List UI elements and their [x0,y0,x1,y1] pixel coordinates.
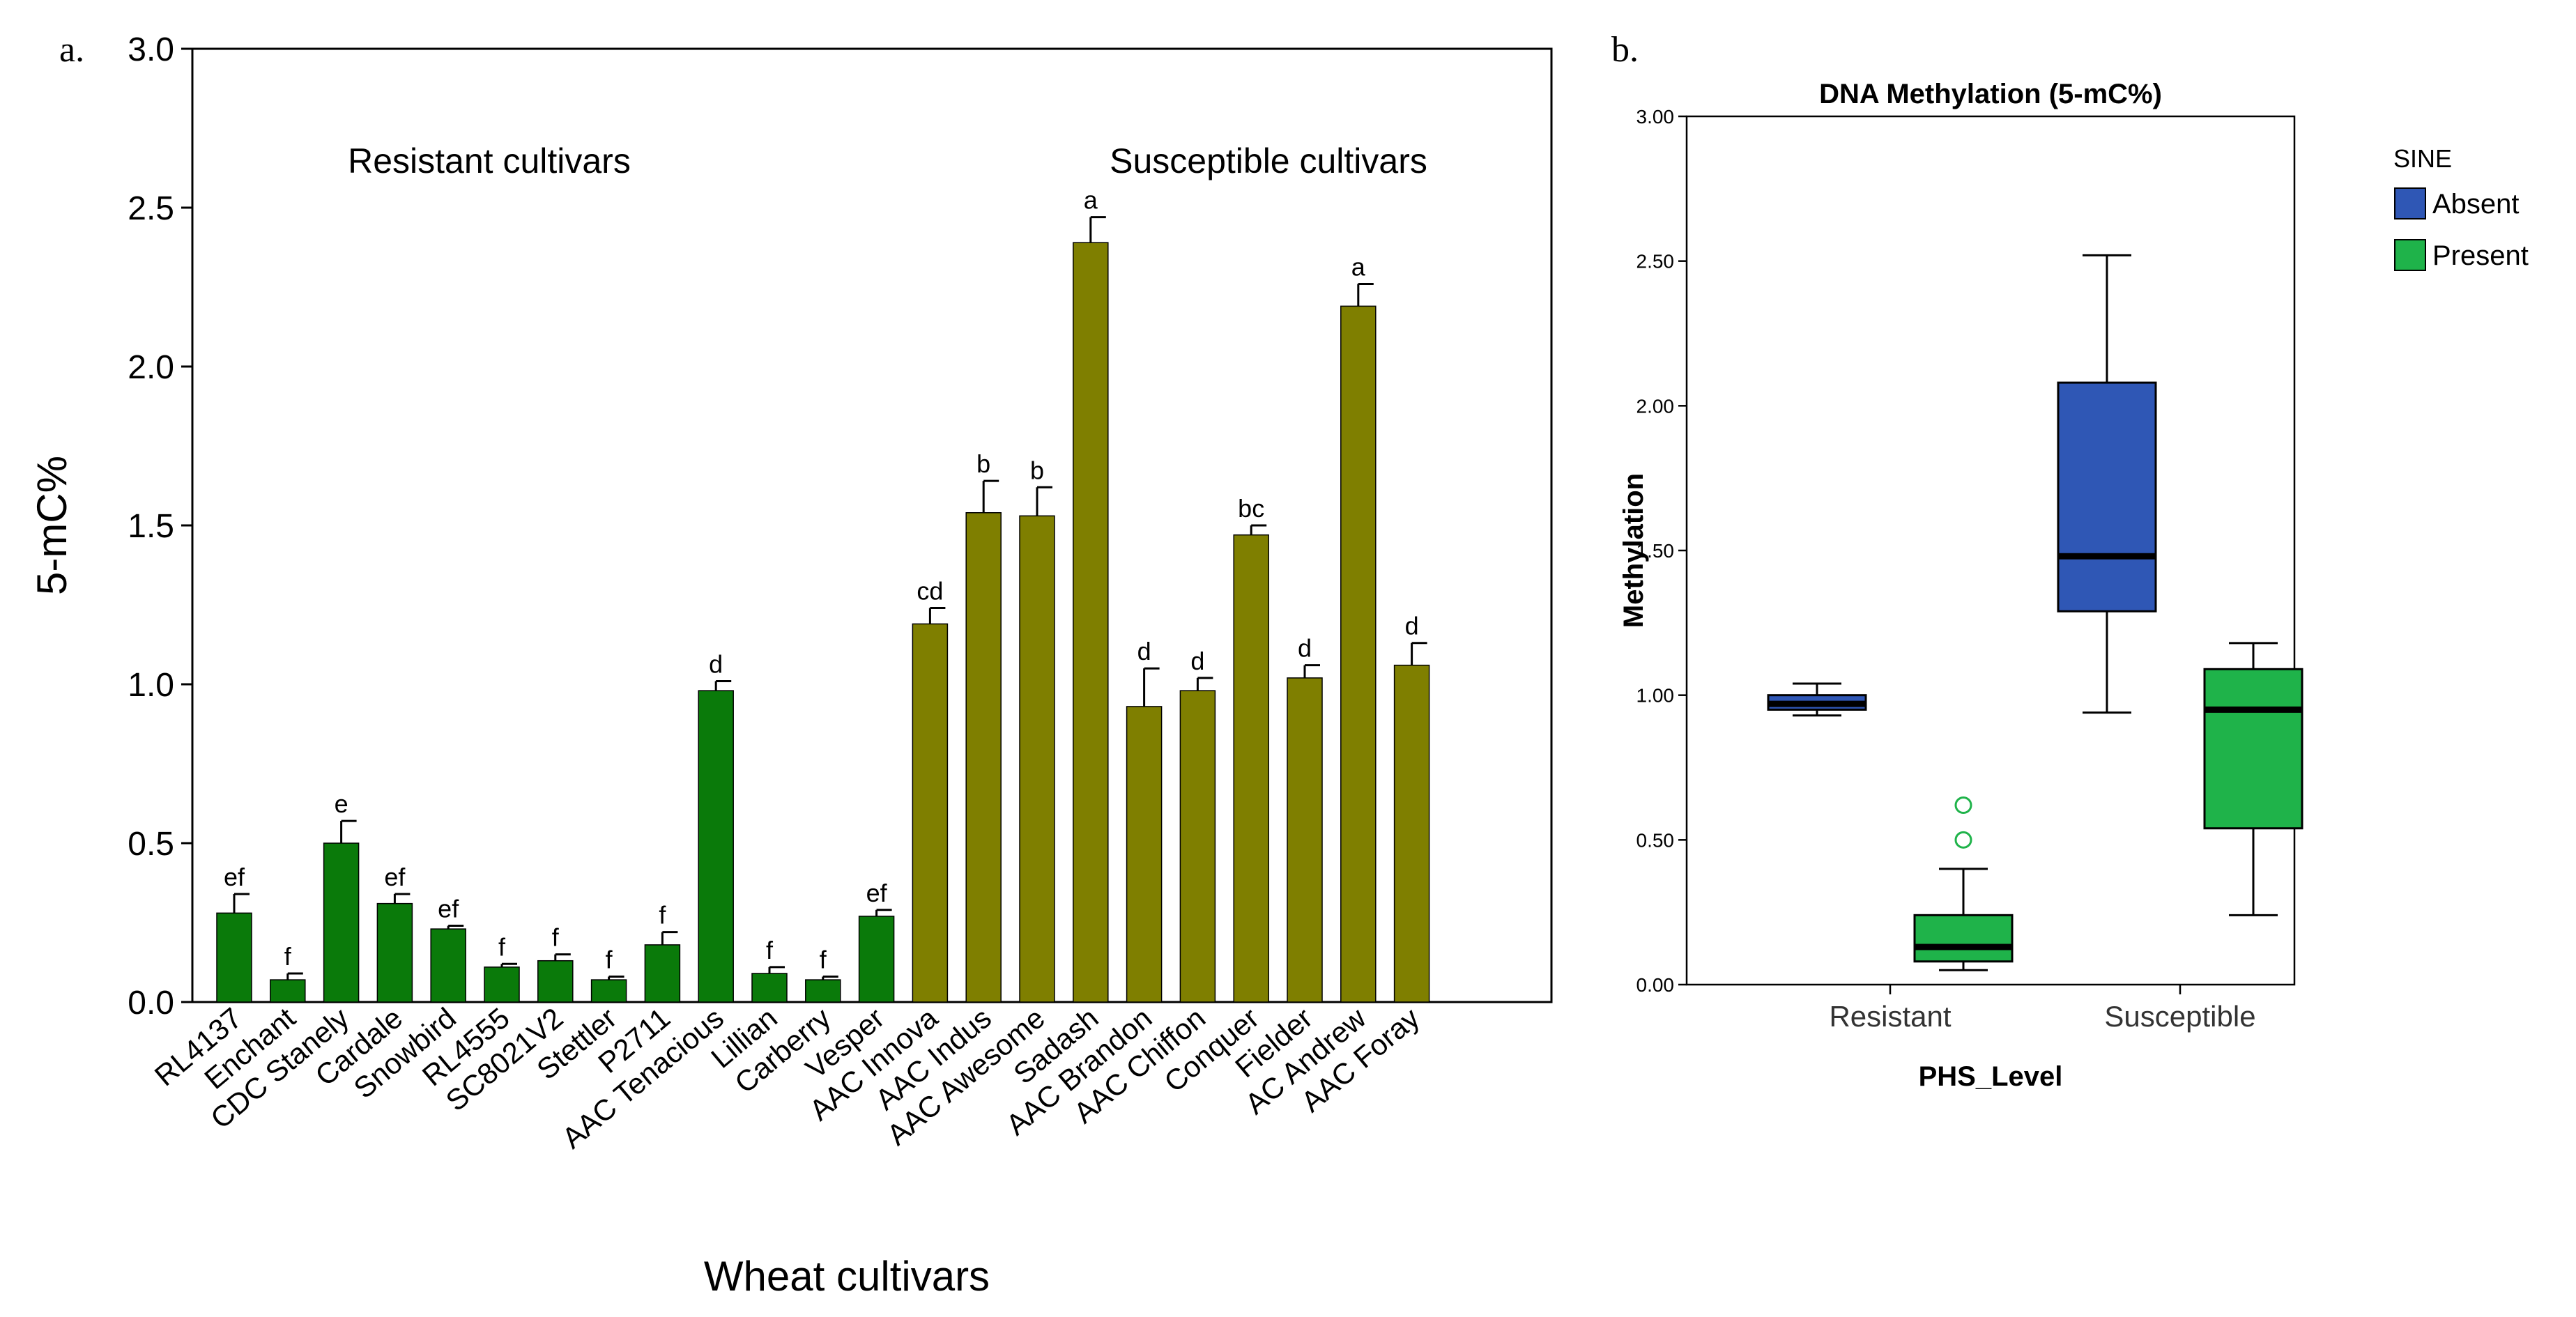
significance-letter: b [1030,456,1044,484]
annotation-susceptible: Susceptible cultivars [1110,141,1427,180]
y-tick-label: 2.50 [1636,251,1675,272]
annotation-resistant: Resistant cultivars [348,141,631,180]
significance-letter: a [1351,252,1366,281]
legend-label-absent: Absent [2432,189,2520,220]
legend-swatch-present [2394,239,2426,271]
significance-letter: b [976,449,990,478]
bar [537,960,574,1003]
y-tick-label: 3.00 [1636,106,1675,128]
x-axis-label: PHS_Level [1919,1061,2063,1092]
significance-letter: d [1190,647,1204,675]
panel-a-bar-chart: a. 0.0 0.5 1.0 1.5 2.0 2.5 3.0 ef f e ef ef f f f f d f f… [29,30,1553,1300]
y-tick-label: 3.0 [128,31,174,68]
significance-letter: d [1298,634,1312,663]
bar [1287,677,1323,1003]
bar [270,979,306,1003]
y-axis-label: Methylation [1618,473,1649,628]
bar [1019,515,1055,1003]
panel-a-label: a. [59,30,84,70]
plot-area-frame [1685,115,2296,986]
bar [1233,534,1269,1003]
panel-b-box-plot: b. DNA Methylation (5-mC%) 0.00 0.50 1.00 1… [1611,30,2529,1092]
bars-group: ef f e ef ef f f f f d f f ef cd b b a d d bc d a d [216,186,1430,1003]
y-tick-label: 0.50 [1636,829,1675,851]
significance-letter: a [1084,186,1098,215]
x-axis: Resistant Susceptible [1829,985,2256,1033]
chart-title: DNA Methylation (5-mC%) [1819,79,2162,109]
significance-letter: cd [917,577,943,606]
significance-letter: ef [384,863,406,891]
significance-letter: d [709,649,723,678]
significance-letter: f [498,932,506,961]
y-tick-label: 1.50 [1636,540,1675,562]
boxes-group [1767,254,2303,971]
y-axis: 0.0 0.5 1.0 1.5 2.0 2.5 3.0 [128,31,192,1022]
bar [1073,242,1109,1003]
bar [805,979,841,1003]
y-tick-label: 0.0 [128,985,174,1022]
y-tick-label: 2.00 [1636,395,1675,417]
bar [1179,690,1216,1003]
x-tick-label: Susceptible [2104,1000,2255,1033]
significance-letter: f [284,942,292,971]
y-tick-label: 0.5 [128,826,174,863]
bar [644,944,681,1003]
significance-letter: d [1137,637,1151,665]
y-tick-label: 2.5 [128,190,174,227]
legend: SINE Absent Present [2393,144,2529,271]
significance-letter: f [552,923,560,952]
bar [1340,305,1377,1003]
legend-title: SINE [2393,144,2452,173]
bar [590,979,627,1003]
bar [912,623,949,1003]
significance-letter: d [1405,612,1419,640]
significance-letter: ef [438,895,459,923]
bar [1393,664,1430,1003]
y-tick-label: 1.5 [128,508,174,545]
outlier-point [1954,796,1972,814]
significance-letter: ef [866,879,888,907]
significance-letter: ef [224,863,245,891]
significance-letter: f [820,946,827,974]
bar [698,690,734,1003]
significance-letter: e [335,790,348,818]
legend-swatch-absent [2394,187,2426,220]
significance-letter: f [659,901,666,930]
x-tick-label: Resistant [1829,1000,1951,1033]
panel-b-label: b. [1611,30,1639,70]
y-tick-label: 1.0 [128,667,174,704]
outlier-point [1954,831,1972,849]
x-axis-label: Wheat cultivars [704,1253,990,1300]
y-axis: 0.00 0.50 1.00 1.50 2.00 2.50 3.00 [1636,106,1687,996]
bar [965,512,1002,1003]
bar [751,973,788,1003]
bar [1126,706,1163,1003]
box [2203,668,2303,830]
legend-label-present: Present [2432,240,2529,271]
significance-letter: f [766,936,774,964]
box [1913,914,2014,963]
significance-letter: bc [1238,494,1264,523]
y-tick-label: 0.00 [1636,974,1675,996]
y-axis-label: 5-mC% [29,456,75,595]
bar [858,916,895,1003]
y-tick-label: 2.0 [128,349,174,386]
significance-letter: f [606,946,613,974]
box [2057,381,2157,613]
y-tick-label: 1.00 [1636,685,1675,707]
bar [430,928,466,1003]
bar [376,902,413,1003]
bar [216,912,252,1003]
bar [323,842,360,1003]
bar [484,966,520,1003]
